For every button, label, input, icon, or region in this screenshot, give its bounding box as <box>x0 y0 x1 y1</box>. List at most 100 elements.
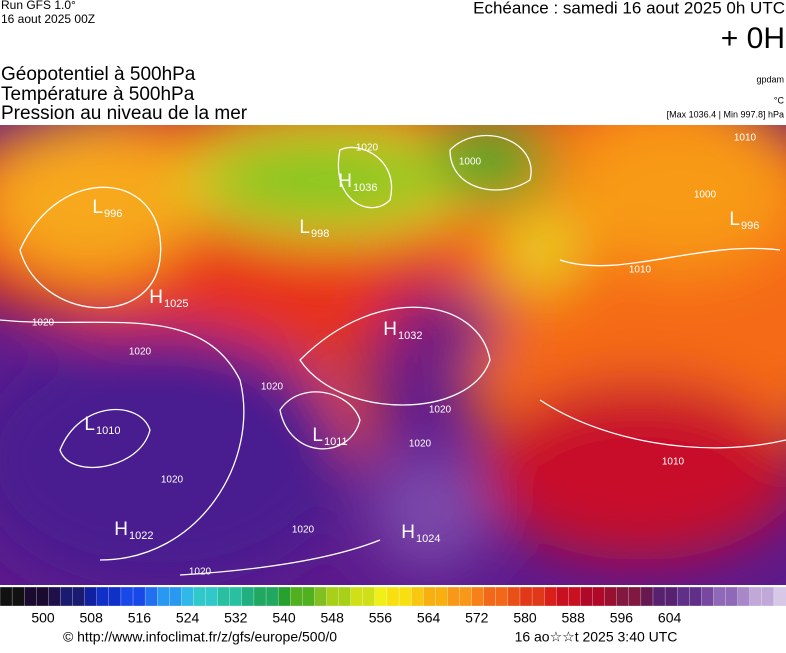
center-letter: H <box>114 519 128 540</box>
color-swatch <box>398 586 412 607</box>
color-swatch <box>495 586 509 607</box>
color-swatch <box>0 586 13 607</box>
color-swatch <box>664 586 678 607</box>
center-value: 1022 <box>129 530 153 542</box>
color-swatch <box>531 586 545 607</box>
center-value: 1011 <box>324 436 348 448</box>
center-letter: L <box>84 414 95 435</box>
color-swatch <box>326 586 340 607</box>
color-swatch <box>640 586 654 607</box>
color-swatch <box>447 586 461 607</box>
scale-label: 532 <box>224 610 248 626</box>
title-1: Géopotentiel à 500hPa <box>1 64 196 85</box>
color-swatch <box>604 586 618 607</box>
scale-label: 516 <box>128 610 152 626</box>
scale-label: 596 <box>610 610 634 626</box>
isobar-label: 1020 <box>409 439 432 450</box>
color-swatch <box>362 586 376 607</box>
color-swatch <box>350 586 364 607</box>
isobar-label: 1000 <box>694 190 717 201</box>
color-swatch <box>459 586 473 607</box>
unit-celsius: °C <box>774 95 785 105</box>
color-swatch <box>277 586 291 607</box>
scale-label: 524 <box>176 610 200 626</box>
color-swatch <box>253 586 267 607</box>
center-letter: L <box>729 209 740 230</box>
center-letter: H <box>401 522 415 543</box>
color-swatch <box>701 586 715 607</box>
color-swatch <box>11 586 25 607</box>
color-swatch <box>205 586 219 607</box>
center-letter: L <box>92 197 103 218</box>
isobar-label: 1020 <box>161 475 184 486</box>
isobar-label: 1020 <box>129 347 152 358</box>
isobar-label: 1020 <box>32 318 55 329</box>
source: © http://www.infoclimat.fr/z/gfs/europe/… <box>63 629 337 645</box>
scale-label: 580 <box>513 610 537 626</box>
isobar-label: 1020 <box>292 525 315 536</box>
color-swatch <box>241 586 255 607</box>
center-value: 996 <box>104 208 122 220</box>
isobar-label: 1010 <box>629 265 652 276</box>
color-swatch <box>265 586 279 607</box>
center-letter: L <box>299 217 310 238</box>
color-swatch <box>374 586 388 607</box>
color-swatch <box>556 586 569 607</box>
color-swatch <box>737 586 751 607</box>
color-swatch <box>314 586 328 607</box>
scale-label: 588 <box>562 610 586 626</box>
isobar-label: 1010 <box>662 457 685 468</box>
center-value: 1024 <box>416 533 440 545</box>
color-swatch <box>725 586 739 607</box>
color-swatch <box>628 586 642 607</box>
center-letter: H <box>338 171 352 192</box>
color-swatch <box>749 586 763 607</box>
color-swatch <box>410 586 424 607</box>
color-swatch <box>689 586 703 607</box>
valid-time: Echéance : samedi 16 aout 2025 0h UTC <box>473 0 785 17</box>
center-value: 1010 <box>96 425 120 437</box>
center-letter: H <box>383 319 397 340</box>
color-swatch <box>592 586 606 607</box>
isobar-label: 1000 <box>459 157 482 168</box>
title-2: Température à 500hPa <box>1 84 195 105</box>
center-value: 996 <box>741 220 759 232</box>
color-swatch <box>568 586 582 607</box>
unit-gpdam: gpdam <box>756 74 784 84</box>
center-value: 998 <box>311 228 329 240</box>
color-swatch <box>616 586 630 607</box>
color-swatch <box>713 586 727 607</box>
scale-label: 572 <box>465 610 489 626</box>
isobar-label: 1020 <box>189 567 212 578</box>
color-swatch <box>108 586 122 607</box>
color-swatch <box>181 586 195 607</box>
color-swatch <box>423 586 436 607</box>
color-swatch <box>471 586 485 607</box>
map <box>0 125 786 585</box>
color-swatch <box>96 586 110 607</box>
color-swatch <box>36 586 50 607</box>
color-scale: 500 508 516 524 532 540 548 556 564 572 580 588 596 6… <box>0 586 786 626</box>
scale-label: 604 <box>658 610 682 626</box>
color-swatch <box>652 586 666 607</box>
color-swatch <box>677 586 690 607</box>
center-value: 1025 <box>164 298 188 310</box>
scale-label: 548 <box>321 610 345 626</box>
scale-label: 564 <box>417 610 441 626</box>
color-swatch <box>84 586 98 607</box>
run-date: 16 aout 2025 00Z <box>1 12 95 26</box>
color-swatch <box>519 586 533 607</box>
center-letter: L <box>312 425 323 446</box>
color-swatch <box>435 586 449 607</box>
color-swatch <box>483 586 497 607</box>
color-swatch <box>48 586 62 607</box>
color-swatch <box>229 586 243 607</box>
color-swatch <box>72 586 86 607</box>
color-swatch <box>144 586 158 607</box>
color-swatch <box>60 586 74 607</box>
color-swatch <box>217 586 231 607</box>
center-letter: H <box>149 287 163 308</box>
color-swatch <box>338 586 352 607</box>
color-swatch <box>24 586 37 607</box>
